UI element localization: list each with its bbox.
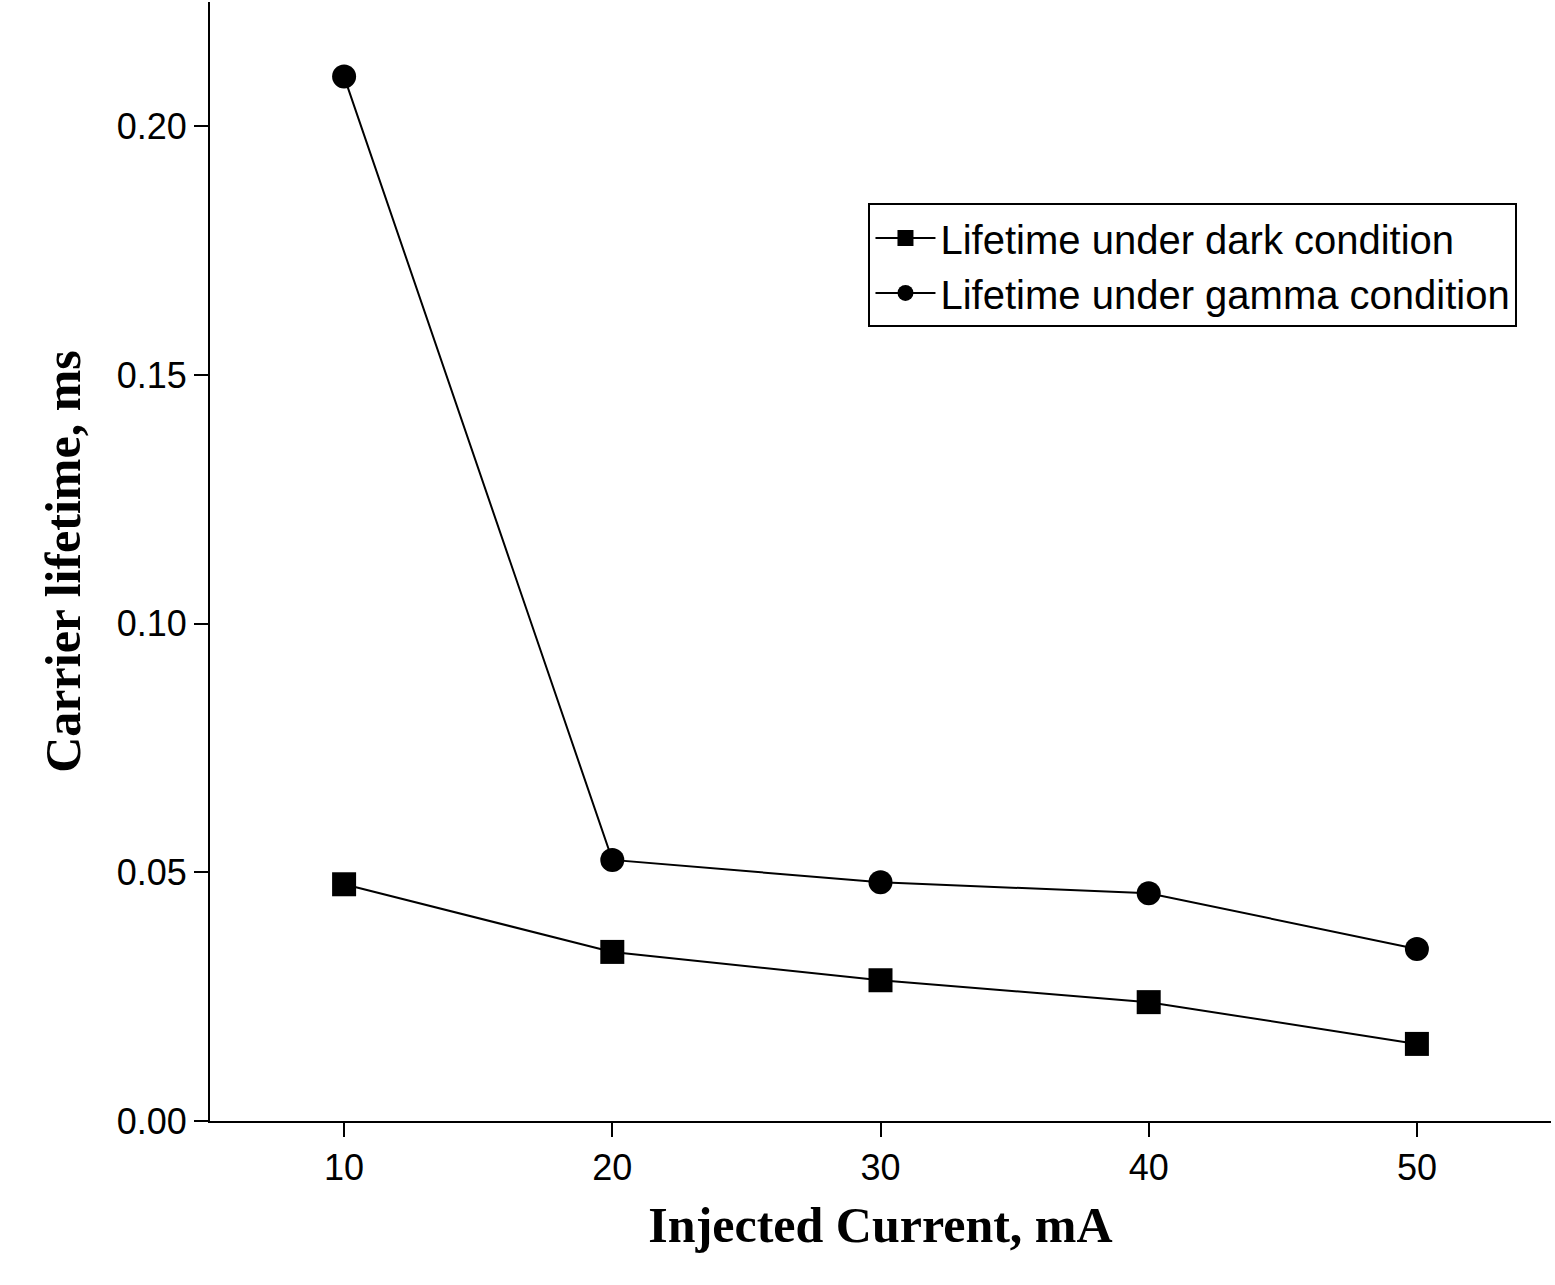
svg-text:40: 40 [1129, 1147, 1169, 1188]
svg-text:Lifetime under gamma condition: Lifetime under gamma condition [940, 273, 1509, 317]
svg-text:0.00: 0.00 [117, 1101, 187, 1142]
svg-text:10: 10 [324, 1147, 364, 1188]
svg-text:0.05: 0.05 [117, 852, 187, 893]
svg-text:Carrier lifetime, ms: Carrier lifetime, ms [35, 350, 91, 773]
svg-text:30: 30 [860, 1147, 900, 1188]
svg-text:Injected Current, mA: Injected Current, mA [648, 1197, 1112, 1253]
svg-text:50: 50 [1397, 1147, 1437, 1188]
svg-text:Lifetime under dark condition: Lifetime under dark condition [940, 218, 1454, 262]
svg-text:20: 20 [592, 1147, 632, 1188]
svg-text:0.15: 0.15 [117, 355, 187, 396]
svg-text:0.10: 0.10 [117, 603, 187, 644]
svg-text:0.20: 0.20 [117, 106, 187, 147]
